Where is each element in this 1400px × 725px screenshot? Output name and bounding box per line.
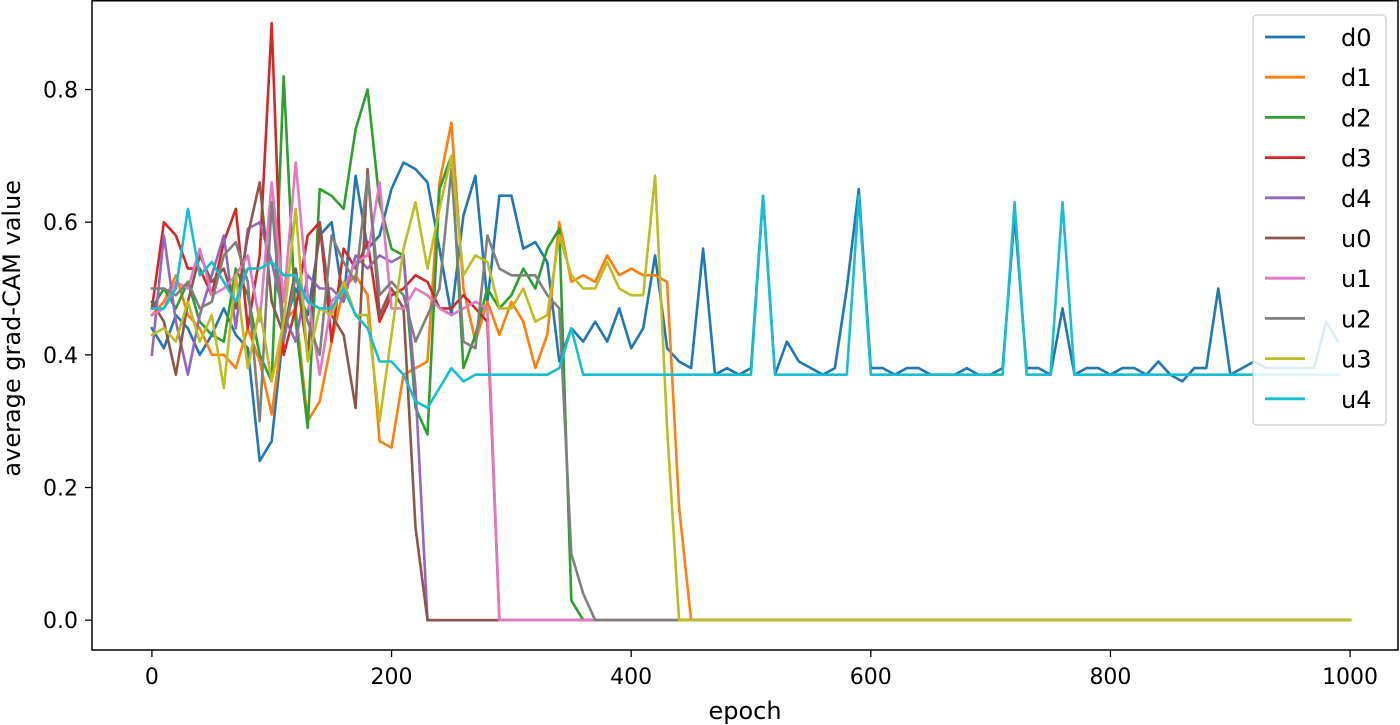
x-tick-label: 1000 [1322, 665, 1378, 690]
series-line-u1 [150, 161, 1352, 622]
x-tick-label: 600 [850, 665, 892, 690]
legend-label-d2: d2 [1341, 104, 1372, 132]
y-tick-label: 0.4 [43, 344, 78, 369]
series-line-d0 [150, 161, 1340, 463]
legend-label-d3: d3 [1341, 145, 1372, 173]
legend-label-u2: u2 [1341, 305, 1371, 333]
y-tick-label: 0.8 [43, 79, 78, 104]
plot-frame [91, 0, 1399, 651]
series-line-d2 [150, 75, 1352, 622]
y-axis-label: average grad-CAM value [0, 180, 26, 477]
x-axis: 0 200 400 600 800 1000 [145, 650, 1378, 690]
legend: d0 d1 d2 d3 d4 u0 u1 u2 u3 u4 [1252, 14, 1387, 426]
x-tick-label: 200 [371, 665, 413, 690]
legend-label-d4: d4 [1341, 185, 1372, 213]
series-line-u4 [150, 194, 1340, 410]
series-line-d3 [150, 21, 1352, 622]
legend-label-u1: u1 [1341, 265, 1371, 293]
x-tick-label: 0 [145, 665, 159, 690]
legend-label-u4: u4 [1341, 386, 1371, 414]
y-tick-label: 0.2 [43, 477, 78, 502]
plot-lines [150, 21, 1352, 622]
y-axis: 0.0 0.2 0.4 0.6 0.8 [43, 79, 92, 634]
x-tick-label: 800 [1089, 665, 1131, 690]
series-line-u3 [150, 154, 1352, 622]
series-line-u2 [150, 167, 1352, 622]
legend-label-d0: d0 [1341, 24, 1372, 52]
x-axis-label: epoch [708, 697, 781, 725]
legend-label-u3: u3 [1341, 346, 1371, 374]
legend-label-d1: d1 [1341, 64, 1372, 92]
y-tick-label: 0.6 [43, 211, 78, 236]
y-tick-label: 0.0 [43, 609, 78, 634]
x-tick-label: 400 [610, 665, 652, 690]
series-line-d1 [150, 121, 1352, 622]
legend-label-u0: u0 [1341, 225, 1371, 253]
series-line-d4 [150, 220, 1352, 622]
